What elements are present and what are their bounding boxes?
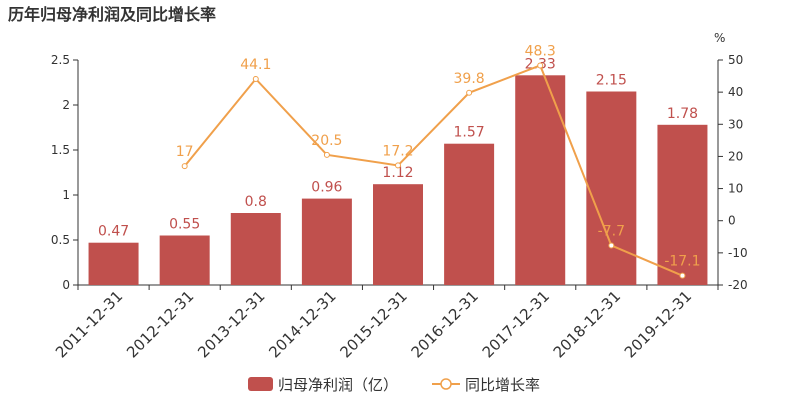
- x-axis-tick-label: 2019-12-31: [621, 287, 695, 361]
- bar-value-label: 1.12: [382, 165, 413, 181]
- bar: [159, 235, 210, 285]
- x-axis-tick-label: 2011-12-31: [52, 287, 126, 361]
- line-value-label: 48.3: [525, 43, 556, 59]
- right-axis-tick-label: 40: [728, 85, 743, 99]
- line-point: [323, 151, 330, 158]
- line-value-label: -17.1: [664, 254, 700, 270]
- right-axis-tick-label: 20: [728, 149, 743, 163]
- line-value-label: 39.8: [454, 71, 485, 87]
- bar-value-label: 1.78: [667, 106, 698, 122]
- bar: [657, 124, 708, 285]
- x-axis-tick-label: 2014-12-31: [265, 287, 339, 361]
- line-series: 17 44.1 20.5 17.2 39.8 48.3 -7.7 -17.1: [176, 43, 701, 279]
- bar-value-label: 0.55: [169, 217, 200, 233]
- growth-line: [183, 64, 683, 277]
- legend: 归母净利润（亿） 同比增长率: [248, 376, 540, 394]
- left-axis-tick-label: 1.5: [51, 143, 70, 157]
- line-point: [466, 89, 473, 96]
- bar: [230, 213, 281, 285]
- chart-title: 历年归母净利润及同比增长率: [8, 5, 216, 24]
- right-axis-tick-label: 50: [728, 53, 743, 67]
- line-value-label: 17.2: [382, 143, 413, 159]
- line-value-label: 17: [176, 144, 194, 160]
- bar: [301, 198, 352, 285]
- line-value-label: 20.5: [311, 133, 342, 149]
- right-axis-tick-label: 10: [728, 182, 743, 196]
- left-axis-tick-label: 2.5: [51, 53, 70, 67]
- x-axis-tick-label: 2018-12-31: [550, 287, 624, 361]
- x-axis-tick-label: 2013-12-31: [194, 287, 268, 361]
- x-axis-tick-label: 2017-12-31: [479, 287, 553, 361]
- left-axis-tick-label: 0: [62, 278, 70, 292]
- right-axis-unit: %: [714, 31, 725, 45]
- x-axis-tick-label: 2015-12-31: [336, 287, 410, 361]
- legend-line-label: 同比增长率: [465, 376, 540, 394]
- bar-value-label: 0.96: [311, 180, 342, 196]
- bar: [586, 91, 637, 285]
- legend-bar-swatch: [248, 377, 273, 391]
- line-point: [181, 163, 188, 170]
- bar: [373, 184, 423, 285]
- bar-value-label: 1.57: [454, 125, 485, 141]
- legend-bar-label: 归母净利润（亿）: [278, 376, 398, 394]
- left-axis-tick-label: 2: [62, 98, 70, 112]
- x-axis-tick-label: 2016-12-31: [408, 287, 482, 361]
- bar: [444, 143, 495, 285]
- line-value-label: 44.1: [240, 57, 271, 73]
- bar: [515, 75, 566, 285]
- left-axis-tick-label: 1: [62, 188, 70, 202]
- line-point: [395, 162, 401, 169]
- line-point: [679, 272, 686, 279]
- right-axis-tick-label: -10: [728, 246, 748, 260]
- bar-value-label: 2.15: [596, 73, 627, 89]
- bar-series: 0.470.550.80.961.121.572.332.151.78: [88, 56, 708, 285]
- line-point: [252, 75, 259, 82]
- line-point: [537, 62, 544, 69]
- bar-value-label: 0.8: [245, 194, 267, 210]
- legend-line-marker: [440, 378, 452, 390]
- left-axis-tick-label: 0.5: [51, 233, 70, 247]
- bar: [88, 242, 139, 285]
- right-axis-tick-label: 0: [728, 214, 736, 228]
- line-point: [608, 242, 615, 249]
- line-value-label: -7.7: [598, 223, 625, 239]
- bar-value-label: 0.47: [98, 224, 129, 240]
- x-axis-tick-label: 2012-12-31: [123, 287, 197, 361]
- right-axis-tick-label: -20: [728, 278, 748, 292]
- right-axis-tick-label: 30: [728, 117, 743, 131]
